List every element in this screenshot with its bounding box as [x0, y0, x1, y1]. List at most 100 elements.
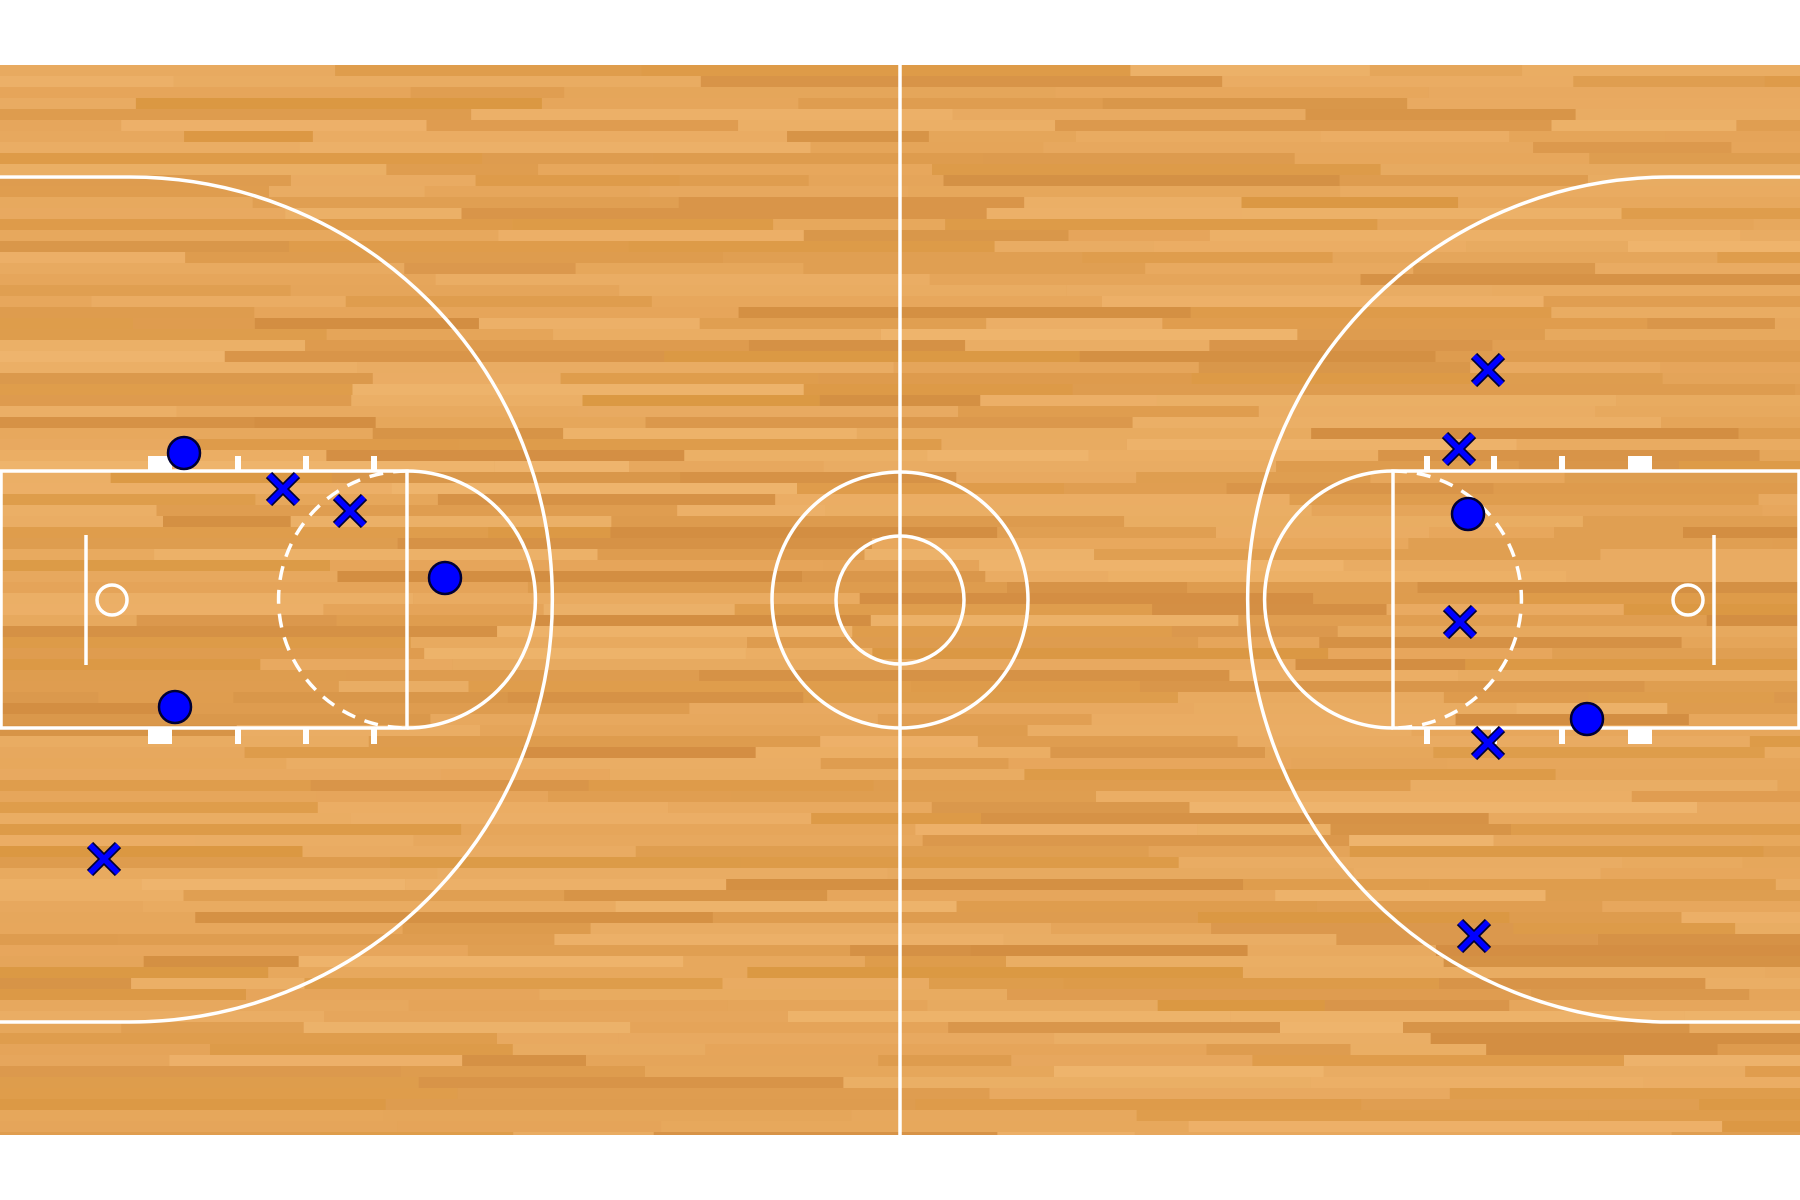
wood-plank: [1417, 582, 1800, 593]
wood-plank: [1152, 604, 1387, 615]
wood-plank: [386, 164, 539, 175]
wood-plank: [480, 725, 900, 736]
wood-plank: [1683, 527, 1800, 538]
wood-plank: [927, 450, 1089, 461]
players-layer: [86, 352, 1605, 954]
wood-plank: [1407, 98, 1800, 109]
wood-plank: [452, 659, 908, 670]
wood-plank: [121, 120, 427, 131]
wood-plank: [588, 780, 874, 791]
wood-plank: [1764, 747, 1800, 758]
wood-plank: [1229, 670, 1459, 681]
wood-plank: [699, 670, 1230, 681]
wood-plank: [1481, 373, 1663, 384]
wood-plank: [1774, 692, 1800, 703]
wood-plank: [254, 318, 479, 329]
wood-plank: [336, 615, 535, 626]
wood-plank: [1377, 219, 1754, 230]
wood-plank: [856, 428, 1312, 439]
wood-plank: [575, 263, 804, 274]
wood-plank: [1443, 956, 1800, 967]
wood-plank: [1403, 1022, 1690, 1033]
wood-plank: [1681, 912, 1800, 923]
wood-plank: [1508, 384, 1796, 395]
wood-plank: [679, 175, 809, 186]
wood-plank: [873, 780, 1411, 791]
wood-plank: [915, 1099, 1362, 1110]
wood-plank: [467, 945, 851, 956]
wood-plank: [1091, 714, 1456, 725]
wood-plank: [818, 373, 1192, 384]
wood-plank: [316, 791, 549, 802]
wood-plank: [1516, 439, 1800, 450]
wood-plank: [910, 681, 1140, 692]
wood-plank: [0, 736, 243, 747]
wood-plank: [430, 714, 878, 725]
wood-plank: [700, 76, 1223, 87]
wood-plank: [375, 417, 646, 428]
wood-plank: [331, 472, 681, 483]
wood-plank: [512, 219, 774, 230]
wood-plank: [1551, 120, 1737, 131]
wood-plank: [619, 285, 1067, 296]
wood-plank: [1443, 692, 1589, 703]
wood-plank: [0, 956, 144, 967]
wood-plank: [0, 439, 195, 450]
wood-plank: [195, 835, 414, 846]
wood-plank: [194, 439, 460, 450]
wood-plank: [131, 978, 305, 989]
wood-plank: [1178, 857, 1622, 868]
wood-plank: [1008, 758, 1292, 769]
wood-plank: [1621, 208, 1800, 219]
wood-plank: [0, 923, 403, 934]
wood-plank: [133, 318, 255, 329]
wood-plank: [808, 175, 944, 186]
lane-hash: [235, 728, 241, 744]
wood-plank: [1624, 1055, 1800, 1066]
wood-plank: [560, 373, 819, 384]
defense-player-x-icon: [265, 471, 301, 507]
wood-plank: [0, 538, 398, 549]
wood-plank: [0, 989, 246, 1000]
wood-plank: [1027, 725, 1412, 736]
wood-plank: [0, 98, 136, 109]
wood-plank: [0, 516, 163, 527]
wood-plank: [290, 516, 612, 527]
wood-plank: [1736, 120, 1800, 131]
wood-plank: [1242, 967, 1766, 978]
lane-hash: [303, 456, 309, 472]
wood-plank: [1430, 1033, 1800, 1044]
wood-plank: [554, 934, 1004, 945]
wood-plank: [169, 1055, 463, 1066]
wood-plank: [1631, 791, 1800, 802]
offense-player-circle-icon: [1450, 496, 1486, 532]
wood-plank: [1583, 516, 1800, 527]
wood-plank: [494, 461, 629, 472]
wood-plank: [0, 1088, 458, 1099]
wood-plank: [748, 340, 966, 351]
wood-plank: [653, 1132, 998, 1135]
wood-plank: [246, 989, 540, 1000]
wood-plank: [0, 835, 196, 846]
wood-plank: [730, 791, 1097, 802]
wood-plank: [1054, 1033, 1431, 1044]
wood-plank: [1153, 241, 1467, 252]
wood-plank: [0, 219, 513, 230]
wood-plank: [1305, 109, 1576, 120]
defense-player-x-icon: [86, 841, 122, 877]
wood-plank: [236, 725, 481, 736]
wood-plank: [0, 593, 414, 604]
wood-plank: [1295, 659, 1466, 670]
wood-plank: [426, 120, 739, 131]
wood-plank: [0, 87, 411, 98]
wood-plank: [1738, 428, 1800, 439]
wood-plank: [801, 571, 986, 582]
defense-player-x-icon: [1441, 431, 1477, 467]
wood-plank: [1488, 813, 1800, 824]
wood-plank: [289, 241, 629, 252]
wood-plank: [401, 1066, 645, 1077]
wood-plank: [747, 637, 1199, 648]
wood-plank: [668, 802, 932, 813]
wood-plank: [1435, 351, 1800, 362]
